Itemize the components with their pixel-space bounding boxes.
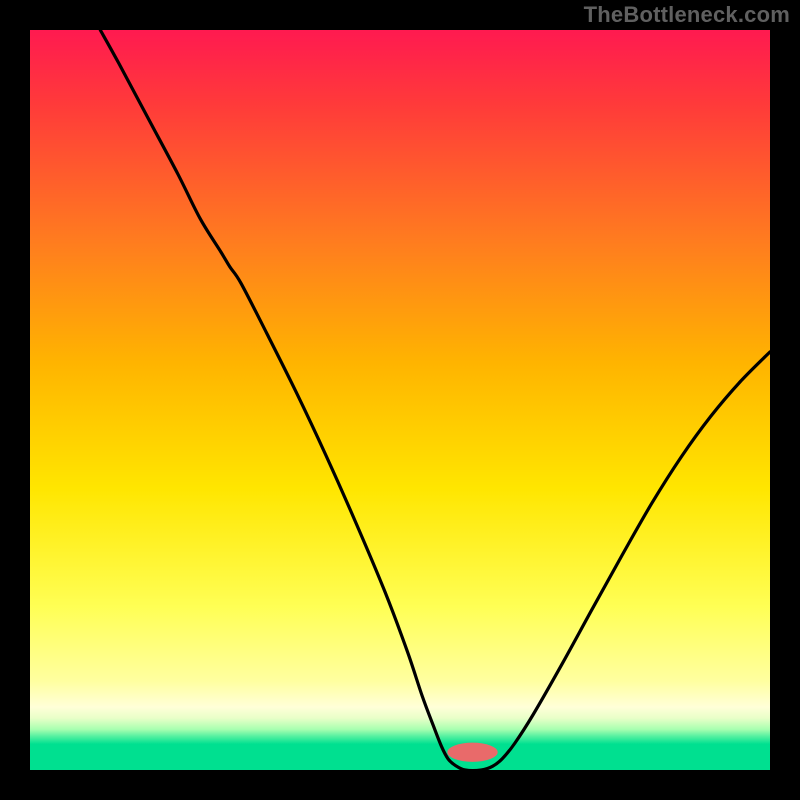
watermark-label: TheBottleneck.com [584,2,790,28]
chart-svg [30,30,770,770]
chart-frame: TheBottleneck.com [0,0,800,800]
plot-region [30,30,770,770]
target-marker [447,743,497,762]
gradient-background [30,30,770,770]
